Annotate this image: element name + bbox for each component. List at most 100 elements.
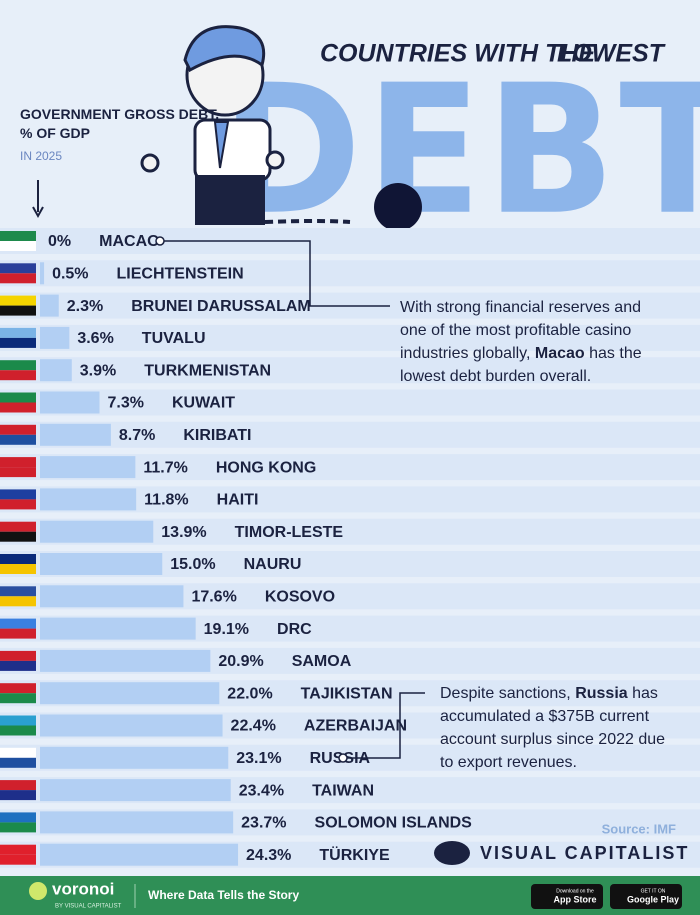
category-label: SAMOA [292, 653, 352, 670]
app-store[interactable] [531, 884, 603, 909]
flag [0, 499, 36, 510]
bar [40, 359, 72, 382]
flag [0, 790, 36, 801]
title-emph: LOWEST [557, 40, 667, 68]
bar [40, 456, 136, 479]
flag [0, 780, 36, 791]
category-label: TUVALU [142, 330, 206, 347]
category-label: AZERBAIJAN [304, 718, 407, 735]
category-label: LIECHTENSTEIN [117, 266, 244, 283]
row-band [0, 260, 700, 287]
flag [0, 263, 36, 274]
google-play-name: Google Play [627, 894, 679, 904]
flag [0, 586, 36, 597]
value-label: 11.7% [143, 459, 187, 476]
bar [40, 326, 70, 349]
flag [0, 854, 36, 865]
brand-logo [434, 841, 470, 865]
row-band [0, 357, 700, 384]
annotation-emph: Macao [534, 345, 585, 362]
flag [0, 564, 36, 574]
flag [0, 231, 36, 241]
flag [0, 822, 36, 833]
category-label: KIRIBATI [183, 427, 251, 444]
annotation-emph: Russia [575, 685, 628, 702]
subtitle: GOVERNMENT GROSS DEBT, % OF GDP [20, 106, 223, 141]
flag [0, 305, 36, 316]
bar [40, 714, 223, 737]
value-label: 22.4% [231, 718, 276, 735]
flag [0, 521, 36, 532]
annotation-text: has the lowest debt burden overall. [400, 345, 642, 385]
footer-logo-sub: BY VISUAL CAPITALIST [55, 904, 122, 910]
arrow-head [32, 206, 44, 219]
illustration [140, 25, 422, 231]
bar [40, 746, 229, 769]
connector [347, 692, 425, 759]
value-label: 3.6% [77, 330, 113, 347]
bar [40, 391, 100, 414]
flag [0, 467, 36, 478]
flag [0, 370, 36, 381]
value-label: 0.5% [52, 266, 88, 283]
category-label: KUWAIT [172, 395, 235, 412]
flag [0, 424, 36, 435]
category-label: HAITI [217, 492, 259, 509]
value-label: 24.3% [246, 847, 291, 864]
brand: VISUAL CAPITALIST [480, 843, 689, 863]
value-label: 11.8% [144, 492, 188, 509]
flag [0, 327, 36, 338]
value-label: 13.9% [161, 524, 206, 541]
google-play-small: GET IT ON [641, 888, 666, 894]
flag [0, 241, 36, 251]
annotation-text: Despite sanctions, [440, 685, 576, 702]
flag [0, 693, 36, 704]
flag [0, 273, 36, 284]
flag [0, 596, 36, 607]
flag [0, 295, 36, 306]
flag [0, 554, 36, 564]
category-label: NAURU [244, 556, 302, 573]
bar [40, 262, 45, 285]
value-label: 22.0% [227, 685, 272, 702]
bar [40, 649, 211, 672]
footer-logo-icon [29, 882, 47, 900]
category-label: TAJIKISTAN [301, 685, 393, 702]
bar [40, 294, 59, 317]
value-label: 8.7% [119, 427, 155, 444]
annotation-text: With strong financial reserves and one o… [400, 299, 641, 362]
flag [0, 628, 36, 639]
flag [0, 392, 36, 403]
footer-logo: voronoi [52, 879, 114, 898]
flag [0, 489, 36, 500]
flag [0, 747, 36, 758]
annotation: With strong financial reserves and one o… [400, 296, 670, 388]
flag [0, 531, 36, 542]
value-label: 2.3% [67, 298, 103, 315]
value-label: 0% [48, 233, 71, 250]
flag [0, 844, 36, 855]
connector-dot [155, 236, 165, 246]
flag [0, 683, 36, 694]
connector [164, 240, 390, 307]
connector-dot [338, 753, 348, 763]
flag [0, 812, 36, 823]
value-label: 23.7% [241, 815, 286, 832]
value-label: 20.9% [218, 653, 263, 670]
row-band [0, 228, 700, 254]
annotation: Despite sanctions, Russia has accumulate… [440, 682, 680, 774]
category-label: TÜRKIYE [319, 845, 390, 864]
category-label: BRUNEI DARUSSALAM [131, 298, 311, 315]
app-store-small: Download on the [556, 888, 594, 894]
source: Source: IMF [602, 821, 676, 836]
annotation-text: has accumulated a $375B current account … [440, 685, 666, 771]
footer-tagline: Where Data Tells the Story [148, 888, 299, 902]
category-label: MACAO [99, 233, 159, 250]
category-label: KOSOVO [265, 589, 335, 606]
bar [40, 520, 154, 543]
title: COUNTRIES WITH THE [320, 40, 596, 68]
google-play[interactable] [610, 884, 682, 909]
bar [40, 553, 163, 575]
